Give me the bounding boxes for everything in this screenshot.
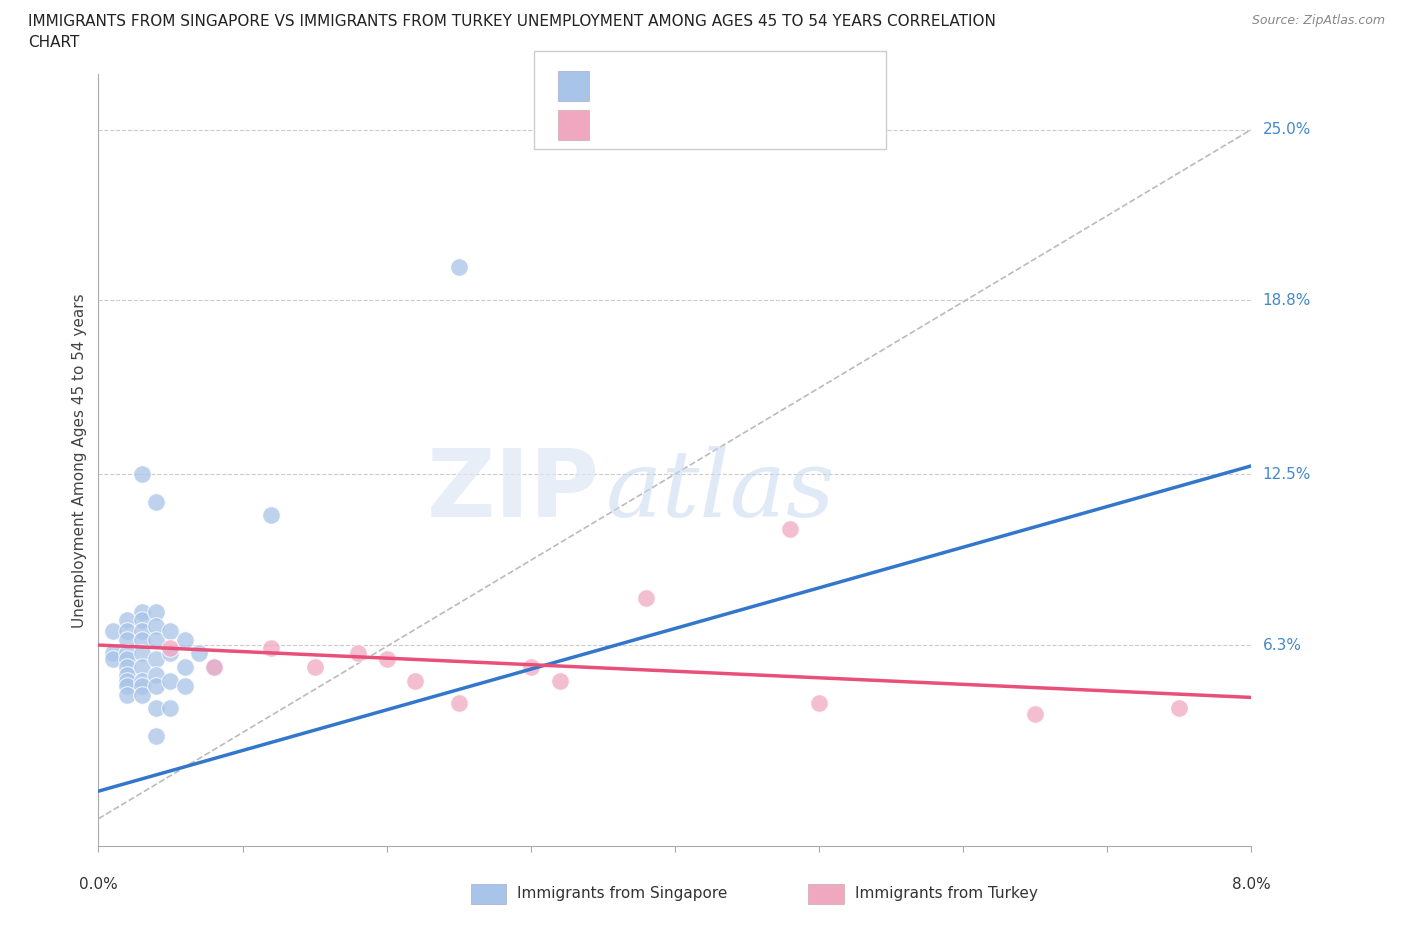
Text: CHART: CHART (28, 35, 80, 50)
Text: 0.0%: 0.0% (79, 877, 118, 892)
Point (145, 668, 167, 683)
Point (145, 494, 167, 509)
Point (304, 659, 326, 674)
Point (202, 659, 225, 674)
Point (548, 673, 571, 688)
Point (131, 646, 153, 661)
Point (188, 646, 211, 661)
Point (447, 696, 470, 711)
Point (174, 659, 197, 674)
Point (145, 679, 167, 694)
Point (131, 604, 153, 619)
Point (375, 651, 398, 666)
Point (131, 673, 153, 688)
Text: atlas: atlas (606, 446, 835, 537)
Point (174, 679, 197, 694)
Point (117, 646, 139, 661)
Point (447, 259, 470, 275)
Point (117, 668, 139, 683)
Point (117, 679, 139, 694)
Text: Immigrants from Singapore: Immigrants from Singapore (517, 886, 728, 901)
Text: 18.8%: 18.8% (1263, 293, 1310, 308)
Point (202, 659, 225, 674)
Point (405, 673, 427, 688)
Text: 12.5%: 12.5% (1263, 467, 1310, 482)
Point (145, 632, 167, 647)
Text: 6.3%: 6.3% (1263, 638, 1302, 653)
Point (131, 613, 153, 628)
Point (1024, 707, 1046, 722)
Point (117, 673, 139, 688)
Point (346, 646, 368, 661)
Text: 25.0%: 25.0% (1263, 122, 1310, 137)
Point (117, 659, 139, 674)
Point (117, 624, 139, 639)
Y-axis label: Unemployment Among Ages 45 to 54 years: Unemployment Among Ages 45 to 54 years (72, 293, 87, 628)
Point (520, 659, 543, 674)
Point (260, 641, 283, 656)
Point (145, 701, 167, 716)
Point (131, 679, 153, 694)
Point (131, 659, 153, 674)
Text: ZIP: ZIP (427, 445, 600, 538)
Point (131, 632, 153, 647)
Point (117, 613, 139, 628)
Point (117, 632, 139, 647)
Point (159, 641, 181, 656)
Point (636, 591, 658, 605)
Point (117, 651, 139, 666)
Point (779, 522, 801, 537)
Text: Immigrants from Turkey: Immigrants from Turkey (855, 886, 1038, 901)
Text: IMMIGRANTS FROM SINGAPORE VS IMMIGRANTS FROM TURKEY UNEMPLOYMENT AMONG AGES 45 T: IMMIGRANTS FROM SINGAPORE VS IMMIGRANTS … (28, 14, 995, 29)
Point (145, 728, 167, 743)
Point (145, 618, 167, 633)
Point (174, 632, 197, 647)
Point (159, 673, 181, 688)
Point (101, 646, 124, 661)
Point (101, 651, 124, 666)
Point (131, 467, 153, 482)
Point (145, 604, 167, 619)
Text: 8.0%: 8.0% (1232, 877, 1271, 892)
Point (808, 696, 831, 711)
Text: R = -0.208   N = 15: R = -0.208 N = 15 (603, 115, 766, 134)
Point (117, 687, 139, 702)
Point (131, 624, 153, 639)
Point (101, 624, 124, 639)
Point (260, 508, 283, 523)
Point (159, 701, 181, 716)
Text: R =   0.512   N = 43: R = 0.512 N = 43 (603, 77, 770, 95)
Point (131, 687, 153, 702)
Point (145, 651, 167, 666)
Point (1168, 701, 1191, 716)
Point (159, 624, 181, 639)
Point (159, 646, 181, 661)
Text: Source: ZipAtlas.com: Source: ZipAtlas.com (1251, 14, 1385, 27)
